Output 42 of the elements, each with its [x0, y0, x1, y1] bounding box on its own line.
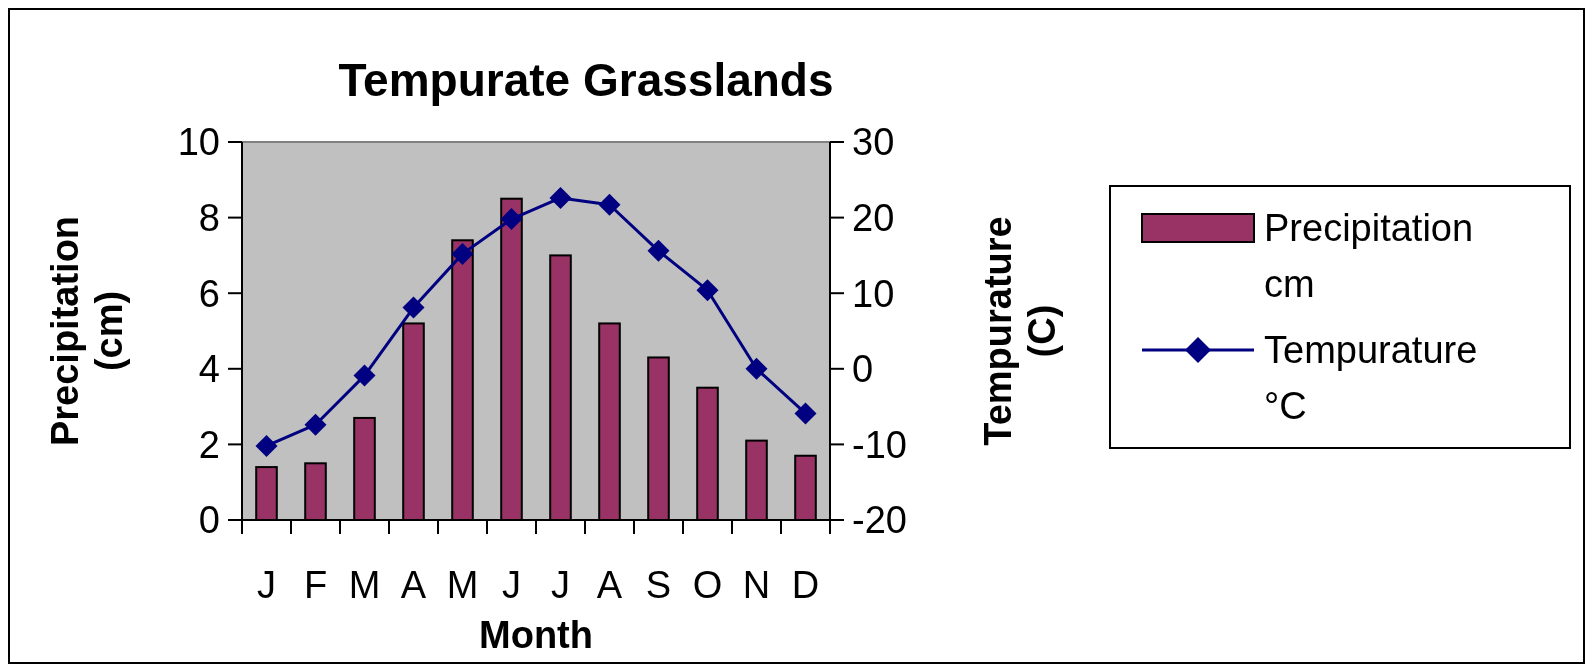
point — [745, 357, 768, 380]
y2-tick-label: 10 — [852, 272, 895, 315]
y-tick-label: 6 — [198, 272, 220, 315]
point — [304, 413, 327, 436]
x-tick-label: D — [791, 564, 820, 606]
y-tick-label: 10 — [177, 121, 220, 164]
point — [353, 364, 376, 387]
x-tick-label: N — [742, 564, 771, 606]
x-tick-label: A — [400, 564, 427, 606]
point — [598, 193, 621, 216]
y2-tick-label: 30 — [852, 121, 895, 164]
y2-axis-title: Tempurature (C) — [977, 216, 1063, 446]
point — [549, 186, 572, 209]
point — [500, 208, 523, 231]
x-tick-label: A — [596, 564, 623, 606]
y2-tick-label: -20 — [852, 499, 907, 542]
x-tick-label: F — [303, 564, 328, 606]
point — [696, 279, 719, 302]
x-tick-label: J — [502, 564, 521, 606]
y-axis-title: Precipitation (cm) — [44, 215, 130, 447]
chart-title: Tempurate Grasslands — [338, 54, 834, 106]
x-tick-label: S — [645, 564, 672, 606]
x-tick-label: M — [348, 564, 381, 606]
y2-tick-label: 20 — [852, 196, 895, 239]
x-tick-label: M — [446, 564, 479, 606]
point — [794, 402, 817, 425]
y2-tick-label: 0 — [852, 348, 874, 391]
y-tick-label: 2 — [198, 423, 220, 466]
point — [402, 296, 425, 319]
x-tick-label: J — [257, 564, 276, 606]
point — [647, 239, 670, 262]
legend-label: Tempurature °C — [1264, 329, 1478, 428]
legend-label: Precipitation cm — [1264, 207, 1474, 306]
y-tick-label: 0 — [198, 499, 220, 542]
point — [451, 242, 474, 265]
x-tick-label: J — [551, 564, 570, 606]
y2-tick-label: -10 — [852, 423, 907, 466]
point — [255, 434, 278, 457]
y-tick-label: 8 — [198, 196, 220, 239]
x-axis-title: Month — [479, 614, 593, 656]
x-tick-label: O — [692, 564, 723, 606]
y-tick-label: 4 — [198, 348, 220, 391]
